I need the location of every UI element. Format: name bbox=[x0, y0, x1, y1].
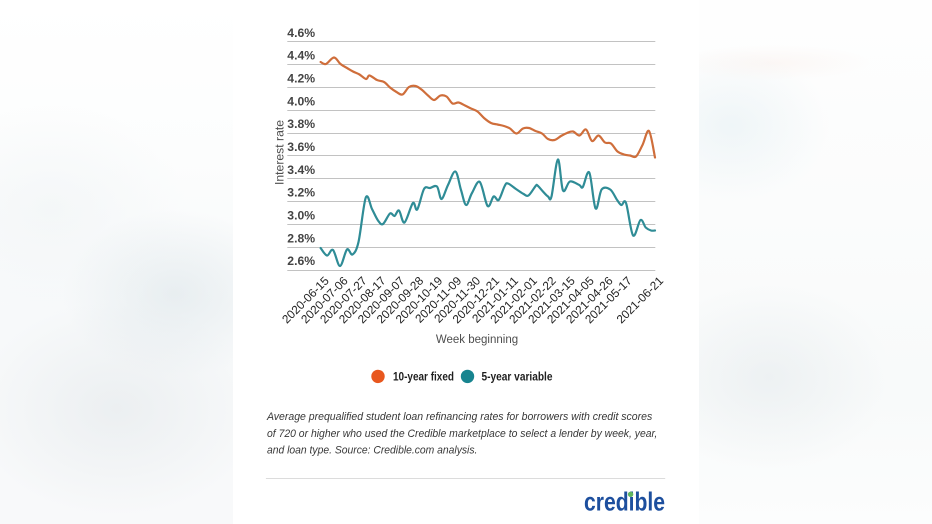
svg-text:4.6%: 4.6% bbox=[287, 26, 315, 40]
svg-text:Week beginning: Week beginning bbox=[436, 334, 518, 346]
svg-text:5-year variable: 5-year variable bbox=[482, 370, 553, 384]
svg-text:4.0%: 4.0% bbox=[287, 94, 315, 108]
svg-text:3.6%: 3.6% bbox=[287, 140, 315, 154]
svg-text:4.4%: 4.4% bbox=[287, 49, 315, 63]
svg-text:4.2%: 4.2% bbox=[287, 72, 315, 86]
svg-text:2.8%: 2.8% bbox=[287, 231, 315, 245]
svg-text:and loan type. Source: Credibl: and loan type. Source: Credible.com anal… bbox=[267, 445, 477, 457]
svg-text:Interest rate: Interest rate bbox=[273, 120, 287, 185]
svg-text:credible: credible bbox=[584, 487, 665, 517]
svg-text:Average prequalified student l: Average prequalified student loan refina… bbox=[266, 411, 653, 423]
svg-text:2.6%: 2.6% bbox=[287, 254, 315, 268]
svg-text:3.0%: 3.0% bbox=[287, 209, 315, 223]
svg-text:3.4%: 3.4% bbox=[287, 163, 315, 177]
svg-text:3.2%: 3.2% bbox=[287, 186, 315, 200]
svg-text:10-year fixed: 10-year fixed bbox=[393, 370, 454, 384]
svg-text:3.8%: 3.8% bbox=[287, 117, 315, 131]
svg-text:of 720 or higher who used the: of 720 or higher who used the Credible m… bbox=[267, 428, 657, 440]
